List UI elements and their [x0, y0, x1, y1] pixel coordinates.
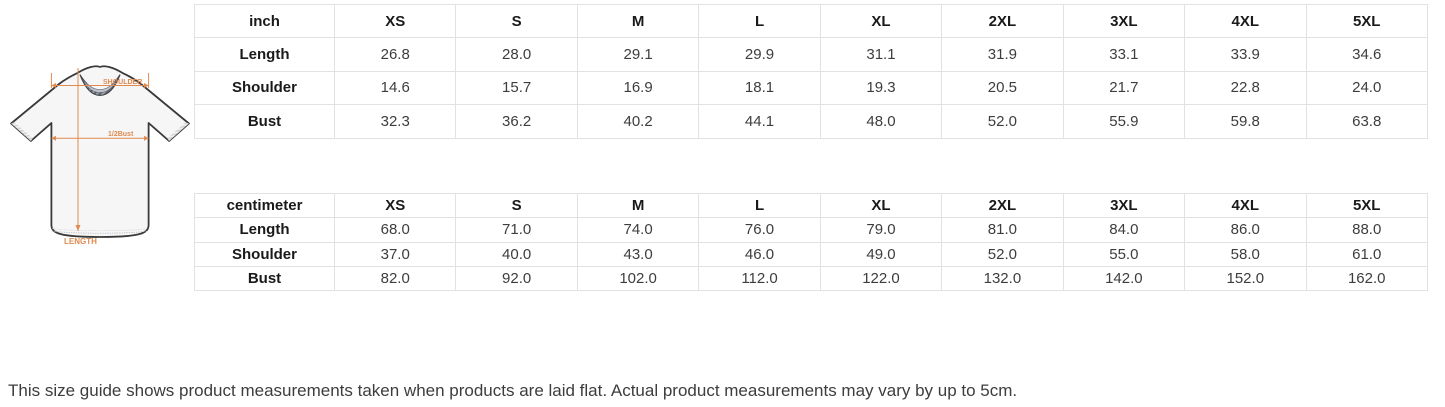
- svg-text:SHOULDER: SHOULDER: [103, 79, 142, 86]
- svg-text:LENGTH: LENGTH: [64, 237, 97, 246]
- svg-text:1/2Bust: 1/2Bust: [108, 131, 134, 138]
